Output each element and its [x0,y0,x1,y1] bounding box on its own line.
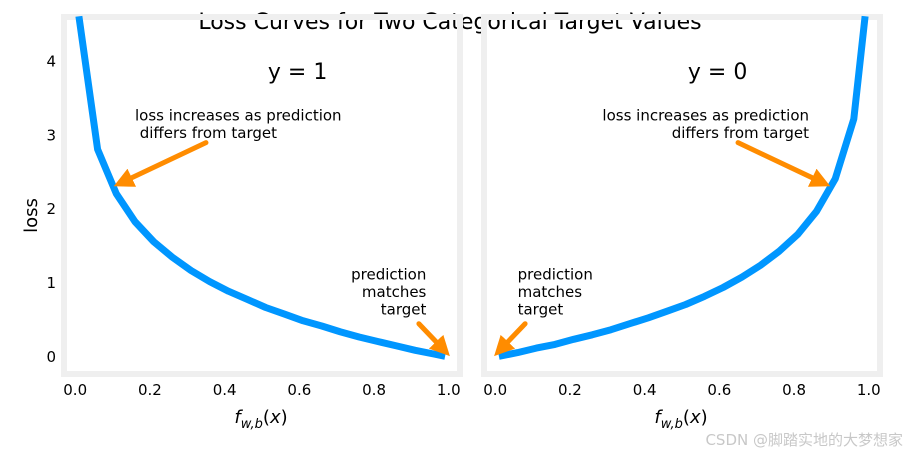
annotation-text: loss increases as prediction differs from… [602,106,809,142]
x-tick-label: 0.0 [63,381,87,399]
y-tick-label: 4 [46,52,56,70]
y-tick-label: 1 [46,274,56,292]
y-tick-label: 2 [46,200,56,218]
x-tick-label: 0.4 [633,381,657,399]
x-tick-label: 1.0 [857,381,881,399]
x-tick-label: 0.8 [782,381,806,399]
x-axis-label: fw,b(x) [654,407,707,432]
annotation-text: prediction matches target [518,265,593,318]
x-tick-label: 1.0 [437,381,461,399]
panel-label: y = 1 [268,60,327,85]
x-tick-label: 0.2 [138,381,162,399]
watermark: CSDN @脚踏实地的大梦想家 [705,431,903,449]
y-axis-label: loss [21,198,42,233]
loss-curve [75,15,446,360]
annotation-text: prediction matches target [351,265,426,318]
x-tick-label: 0.2 [558,381,582,399]
x-tick-label: 0.6 [707,381,731,399]
annotation-arrow [113,140,209,187]
panel-y1: 0.0 0.2 0.4 0.6 0.8 1.0 0 1 2 3 4 fw,b(x) loss y = 1 l… [21,14,463,432]
x-tick-label: 0.8 [362,381,386,399]
x-axis-label: fw,b(x) [234,407,287,432]
annotation-arrow [494,321,528,357]
x-tick-label: 0.0 [483,381,507,399]
y-tick-label: 3 [46,126,56,144]
plot-frame [61,14,463,377]
annotation-arrow [416,321,450,357]
loss-curve [498,15,869,360]
plot-frame [481,14,883,377]
figure-title: Loss Curves for Two Categorical Target V… [198,10,701,35]
y-tick-label: 0 [46,348,56,366]
annotation-arrow [735,140,831,187]
panel-y0: 0.0 0.2 0.4 0.6 0.8 1.0 fw,b(x) y = 0 loss incre… [481,14,883,432]
panel-label: y = 0 [688,60,747,85]
annotation-text: loss increases as prediction differs fro… [135,106,342,142]
x-tick-label: 0.6 [287,381,311,399]
x-tick-label: 0.4 [213,381,237,399]
